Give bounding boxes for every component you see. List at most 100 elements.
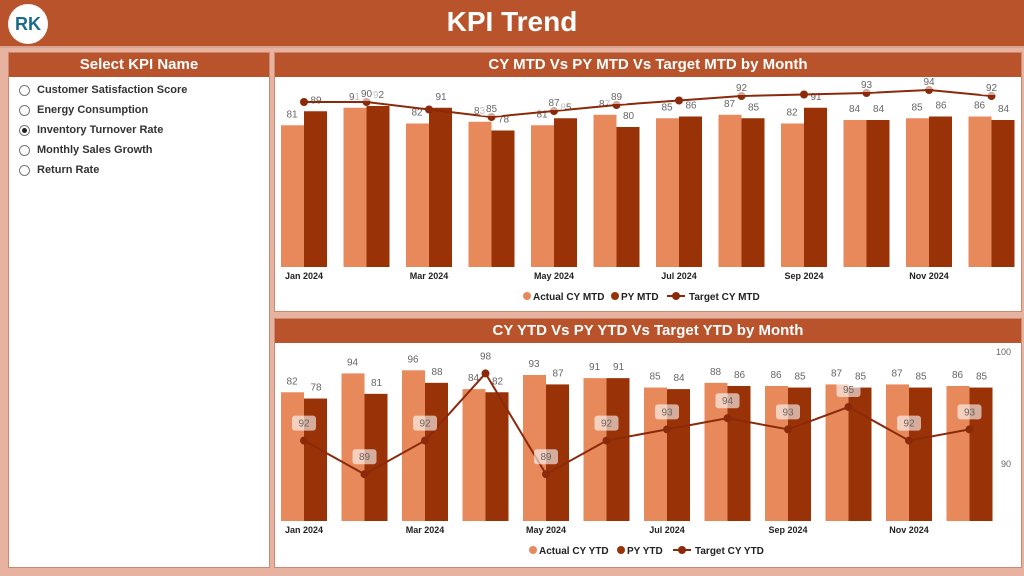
actual-data-label: 84 xyxy=(849,104,861,115)
actual-bar xyxy=(968,116,992,267)
ytd-chart: 82 78 Jan 2024 94 81 96 88 Mar 2024 84 82 93 87 May … xyxy=(281,347,1011,557)
target-data-label: 98 xyxy=(480,351,492,362)
target-label-box xyxy=(473,348,498,364)
actual-data-label: 87 xyxy=(599,99,611,110)
actual-data-label: 93 xyxy=(528,359,540,370)
py-data-label: 81 xyxy=(371,378,383,389)
target-data-label: 85 xyxy=(486,104,498,115)
x-tick-label: Mar 2024 xyxy=(410,271,449,281)
actual-bar xyxy=(343,107,367,267)
py-bar xyxy=(804,107,827,267)
py-data-label: 86 xyxy=(685,101,697,112)
target-label-box xyxy=(292,415,316,431)
actual-bar xyxy=(656,118,679,267)
legend-actual-label: Actual CY YTD xyxy=(539,546,609,557)
actual-bar xyxy=(583,378,607,521)
py-bar xyxy=(429,107,452,267)
py-bar xyxy=(366,106,390,267)
radio-button[interactable] xyxy=(19,104,30,116)
target-data-label: 92 xyxy=(986,83,998,94)
py-data-label: 84 xyxy=(998,104,1010,115)
slicer-title: Select KPI Name xyxy=(9,53,269,77)
py-data-label: 82 xyxy=(492,376,504,387)
actual-data-label: 86 xyxy=(770,370,782,381)
target-marker xyxy=(421,436,429,445)
py-bar xyxy=(969,387,993,521)
kpi-option-label: Monthly Sales Growth xyxy=(37,144,153,156)
target-marker xyxy=(300,98,308,106)
target-marker xyxy=(425,105,433,114)
legend-target-icon xyxy=(678,546,686,554)
x-tick-label: Jul 2024 xyxy=(649,525,685,535)
kpi-option[interactable]: Customer Satisfaction Score xyxy=(9,80,269,100)
target-data-label: 93 xyxy=(964,407,976,418)
header: RK KPI Trend xyxy=(0,0,1024,48)
actual-data-label: 91 xyxy=(589,362,601,373)
actual-bar xyxy=(406,123,429,267)
actual-bar xyxy=(523,374,546,521)
target-data-label: 89 xyxy=(540,452,552,463)
kpi-option[interactable]: Monthly Sales Growth xyxy=(9,140,269,160)
radio-button[interactable] xyxy=(19,124,30,136)
radio-button[interactable] xyxy=(19,144,30,156)
legend-target-label: Target CY YTD xyxy=(695,546,764,557)
legend-target-label: Target CY MTD xyxy=(689,292,760,303)
kpi-option[interactable]: Energy Consumption xyxy=(9,100,269,120)
radio-button[interactable] xyxy=(19,84,30,96)
py-bar xyxy=(304,111,327,267)
target-data-label: 92 xyxy=(903,419,915,430)
actual-bar xyxy=(906,118,929,267)
legend-py-label: PY YTD xyxy=(627,546,663,557)
kpi-option-label: Customer Satisfaction Score xyxy=(37,84,188,96)
py-bar xyxy=(788,387,811,521)
target-marker xyxy=(360,470,369,479)
target-label-box xyxy=(957,404,982,420)
actual-data-label: 86 xyxy=(974,101,986,112)
py-data-label: 85 xyxy=(915,372,927,383)
target-marker xyxy=(602,436,611,445)
target-label-box xyxy=(979,80,1004,95)
x-tick-label: Mar 2024 xyxy=(406,525,445,535)
x-tick-label: May 2024 xyxy=(534,271,574,281)
target-data-label: 95 xyxy=(843,385,855,396)
target-label-box xyxy=(729,80,754,95)
py-data-label: 91 xyxy=(435,92,447,103)
target-label-box xyxy=(354,86,379,101)
target-label-box xyxy=(854,77,879,92)
target-line xyxy=(304,88,992,119)
py-bar xyxy=(866,120,890,267)
x-tick-label: Jul 2024 xyxy=(661,271,697,281)
actual-bar xyxy=(843,120,867,267)
py-data-label: 87 xyxy=(552,368,564,379)
x-tick-label: Sep 2024 xyxy=(784,271,823,281)
actual-data-label: 85 xyxy=(649,372,661,383)
target-label-box xyxy=(917,77,941,89)
target-marker xyxy=(663,425,671,434)
py-data-label: 88 xyxy=(431,367,443,378)
kpi-option[interactable]: Inventory Turnover Rate xyxy=(9,120,269,140)
target-marker xyxy=(965,425,974,434)
mtd-chart-title: CY MTD Vs PY MTD Vs Target MTD by Month xyxy=(275,53,1021,77)
actual-bar xyxy=(531,125,554,267)
legend-py-icon xyxy=(617,546,625,554)
actual-data-label: 87 xyxy=(831,368,843,379)
target-label-box xyxy=(715,393,740,409)
target-data-label: 92 xyxy=(736,83,748,94)
py-data-label: 85 xyxy=(560,102,572,113)
x-tick-label: Jan 2024 xyxy=(285,271,323,281)
py-bar xyxy=(491,130,515,267)
actual-bar xyxy=(946,385,970,521)
actual-data-label: 96 xyxy=(407,354,419,365)
kpi-option[interactable]: Return Rate xyxy=(9,160,269,180)
actual-data-label: 86 xyxy=(952,370,964,381)
py-data-label: 85 xyxy=(748,102,760,113)
py-bar xyxy=(616,127,640,267)
actual-bar xyxy=(781,123,804,267)
kpi-slicer-panel: Select KPI Name Customer Satisfaction Sc… xyxy=(8,52,270,568)
target-data-label: 93 xyxy=(861,80,873,91)
py-bar xyxy=(909,387,932,521)
py-data-label: 84 xyxy=(873,104,885,115)
target-label-box xyxy=(836,382,861,397)
x-tick-label: May 2024 xyxy=(526,525,566,535)
radio-button[interactable] xyxy=(19,164,30,176)
